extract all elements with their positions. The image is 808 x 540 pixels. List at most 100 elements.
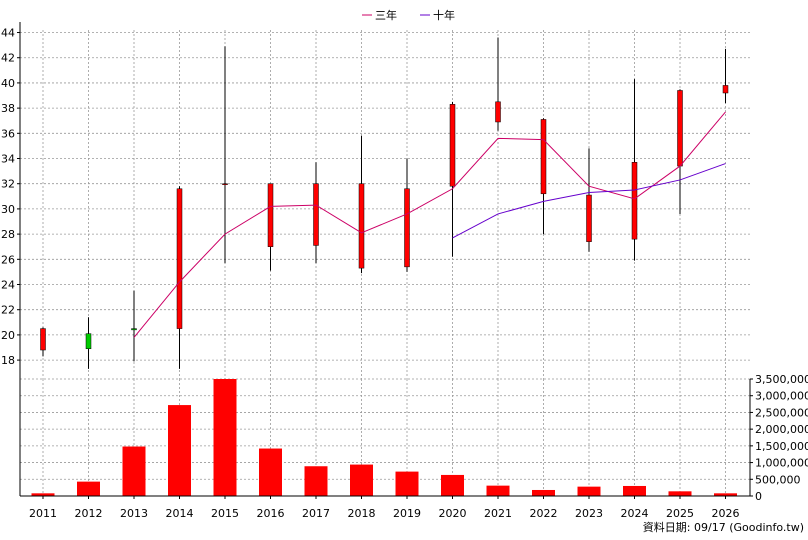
series-line-0: [133, 111, 726, 338]
candle-body: [85, 333, 92, 350]
legend: 三年 十年: [362, 8, 455, 22]
candle-body: [722, 85, 729, 94]
candle-2022: [540, 118, 547, 235]
legend-label-0: 三年: [375, 8, 397, 22]
candle-2023: [586, 148, 592, 252]
price-tick-label: 18: [1, 354, 15, 367]
plot-frames: [19, 22, 751, 497]
candle-2012: [85, 317, 92, 369]
x-tick-label: 2013: [120, 507, 148, 520]
volume-tick-label: 3,500,000: [755, 373, 808, 386]
price-tick-label: 32: [1, 178, 15, 191]
volume-bar-2026: [714, 493, 737, 496]
price-tick-label: 30: [1, 203, 15, 216]
volume-bar-2023: [577, 486, 601, 496]
candle-body: [313, 183, 319, 246]
price-grid: [20, 30, 750, 379]
candle-2016: [267, 183, 274, 271]
candle-2020: [449, 101, 456, 257]
price-tick-label: 28: [1, 228, 15, 241]
price-y-axis: 18 20 22 24 26 28 30 32 34 36 38 40 42 44: [1, 27, 20, 367]
candle-body: [40, 328, 46, 351]
x-tick-label: 2020: [439, 507, 467, 520]
price-tick-label: 26: [1, 253, 15, 266]
legend-label-1: 十年: [433, 8, 455, 22]
source-note: 資料日期: 09/17 (Goodinfo.tw): [643, 520, 804, 534]
x-tick-label: 2019: [393, 507, 421, 520]
x-tick-label: 2012: [75, 507, 103, 520]
volume-bar-2019: [395, 471, 419, 496]
series-line-1: [452, 163, 726, 239]
volume-bar-2015: [213, 379, 237, 496]
volume-bar-2020: [441, 474, 464, 496]
candle-body: [495, 101, 501, 123]
x-tick-label: 2025: [666, 507, 694, 520]
candle-2024: [631, 79, 638, 261]
volume-bar-2021: [486, 485, 510, 496]
volume-tick-label: 2,000,000: [755, 423, 808, 436]
volume-bar-2018: [350, 464, 373, 496]
candle-2025: [677, 89, 683, 214]
candle-2014: [176, 186, 183, 369]
x-tick-label: 2016: [257, 507, 285, 520]
x-tick-label: 2022: [530, 507, 558, 520]
volume-bar-2014: [168, 405, 191, 496]
price-tick-label: 36: [1, 127, 15, 140]
volume-bar-2016: [259, 448, 282, 496]
volume-tick-label: 2,500,000: [755, 406, 808, 419]
candle-2019: [404, 158, 410, 272]
volume-bar-2013: [122, 446, 146, 496]
candle-body: [540, 119, 547, 195]
moving-average-lines: [133, 111, 726, 338]
volume-bars: [31, 379, 737, 496]
price-tick-label: 44: [1, 27, 15, 40]
volume-tick-label: 0: [755, 490, 762, 503]
x-tick-label: 2021: [484, 507, 512, 520]
candle-body: [586, 194, 592, 242]
volume-tick-label: 1,500,000: [755, 440, 808, 453]
price-tick-label: 38: [1, 102, 15, 115]
candle-body: [222, 183, 228, 185]
price-tick-label: 34: [1, 153, 15, 166]
candle-2017: [313, 162, 319, 264]
candle-body: [404, 188, 410, 268]
candle-body: [677, 90, 683, 167]
candle-2015: [222, 46, 228, 264]
volume-bar-2024: [623, 485, 646, 496]
candle-body: [358, 183, 365, 269]
x-tick-label: 2014: [166, 507, 194, 520]
price-tick-label: 20: [1, 329, 15, 342]
price-tick-label: 42: [1, 52, 15, 65]
candle-2013: [131, 290, 137, 362]
candle-2026: [722, 48, 729, 104]
candle-2021: [495, 37, 501, 131]
candle-2011: [40, 327, 46, 357]
candle-body: [176, 188, 183, 329]
price-tick-label: 22: [1, 304, 15, 317]
price-tick-label: 40: [1, 77, 15, 90]
x-tick-label: 2017: [302, 507, 330, 520]
candle-body: [631, 162, 638, 240]
volume-bar-2025: [668, 491, 692, 496]
candles: [40, 37, 729, 369]
volume-bar-2022: [532, 489, 555, 496]
volume-bar-2012: [77, 481, 100, 496]
candle-body: [267, 183, 274, 247]
candle-body: [131, 328, 137, 331]
volume-bar-2017: [304, 466, 328, 496]
x-tick-label: 2018: [348, 507, 376, 520]
x-tick-label: 2023: [575, 507, 603, 520]
price-tick-label: 24: [1, 279, 15, 292]
x-axis: 2011 2012 2013 2014 2015 2016 2017 2018 2019 2020…: [29, 496, 740, 520]
volume-tick-label: 500,000: [755, 473, 801, 486]
volume-y-axis: 0 500,000 1,000,000 1,500,000 2,000,000 2,500…: [750, 373, 808, 503]
candle-2018: [358, 135, 365, 274]
x-tick-label: 2026: [712, 507, 740, 520]
volume-tick-label: 3,000,000: [755, 390, 808, 403]
x-tick-label: 2024: [621, 507, 649, 520]
x-tick-label: 2015: [211, 507, 239, 520]
candle-body: [449, 104, 456, 187]
volume-bar-2011: [31, 493, 55, 496]
volume-tick-label: 1,000,000: [755, 457, 808, 470]
